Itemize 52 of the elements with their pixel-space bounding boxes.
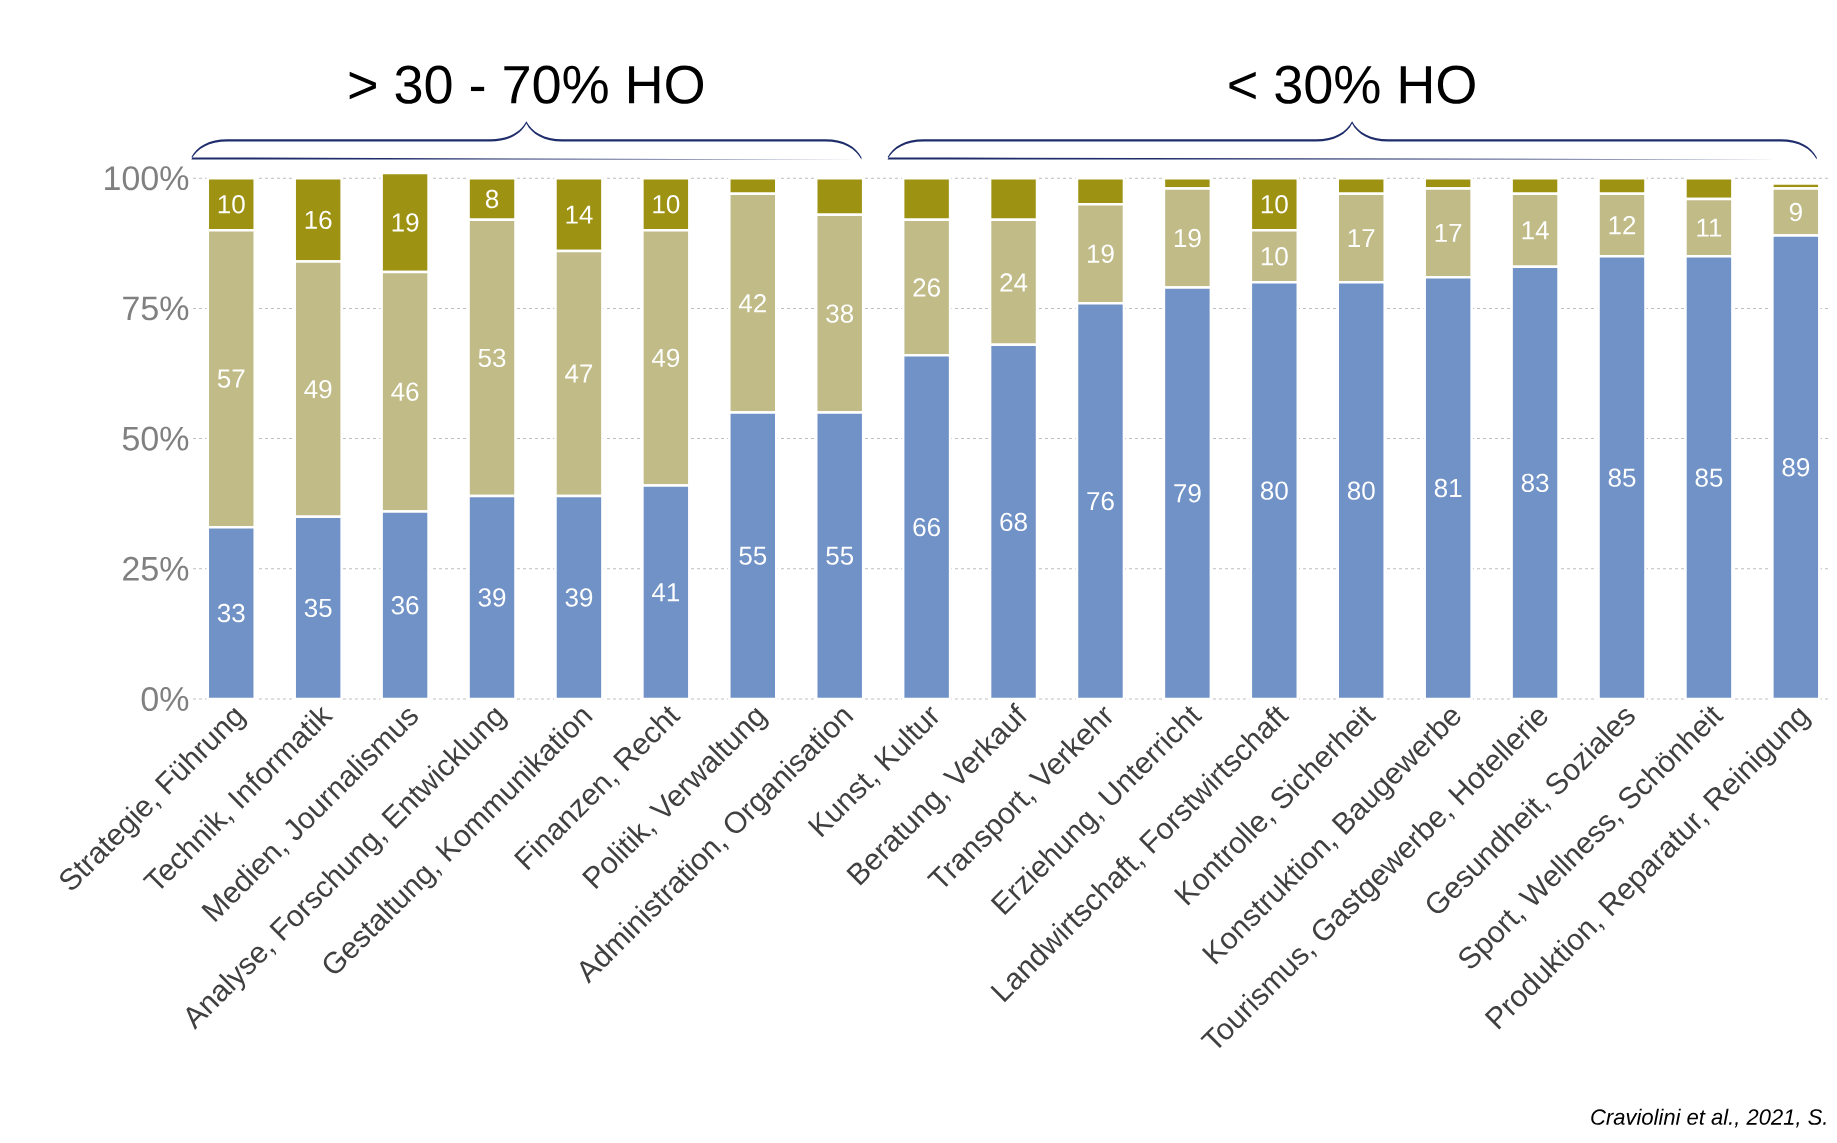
data-label: 9 bbox=[1789, 202, 1802, 222]
data-label: 10 bbox=[653, 195, 680, 214]
text: > 30 - 70% HO bbox=[349, 65, 704, 104]
data-label: 17 bbox=[1348, 229, 1375, 248]
data-label: 68 bbox=[1000, 512, 1027, 532]
data-label: 14 bbox=[1522, 221, 1549, 240]
data-label: 76 bbox=[1087, 491, 1114, 511]
data-label: 53 bbox=[478, 348, 506, 368]
data-label: 80 bbox=[1347, 481, 1375, 500]
y-tick-label: 50% bbox=[122, 426, 189, 451]
data-label: 38 bbox=[826, 304, 854, 323]
data-label: 55 bbox=[739, 546, 767, 565]
data-label: 19 bbox=[1174, 228, 1201, 248]
data-label: 16 bbox=[305, 210, 332, 230]
data-label: 81 bbox=[1434, 478, 1462, 498]
data-label: 11 bbox=[1697, 218, 1722, 237]
y-tick-label: 25% bbox=[123, 556, 189, 581]
data-label: 55 bbox=[826, 546, 854, 565]
data-label: 14 bbox=[566, 205, 593, 224]
data-label: 41 bbox=[652, 583, 680, 602]
data-label: 39 bbox=[478, 588, 506, 607]
data-label: 19 bbox=[1087, 244, 1114, 263]
data-label: 42 bbox=[738, 294, 766, 313]
data-label: 85 bbox=[1608, 468, 1636, 487]
data-label: 39 bbox=[565, 588, 593, 607]
text: < 30% HO bbox=[1229, 65, 1475, 104]
y-tick-label: 75% bbox=[123, 296, 189, 321]
data-label: 85 bbox=[1695, 468, 1723, 487]
data-label: 33 bbox=[217, 603, 245, 623]
data-label: 35 bbox=[304, 598, 332, 618]
data-label: 12 bbox=[1609, 215, 1636, 235]
data-label: 10 bbox=[1261, 195, 1288, 214]
data-label: 80 bbox=[1260, 481, 1288, 500]
data-label: 57 bbox=[217, 369, 245, 388]
data-label: 83 bbox=[1521, 473, 1549, 493]
data-label: 66 bbox=[913, 517, 940, 537]
data-label: 49 bbox=[652, 348, 680, 368]
data-label: 8 bbox=[485, 189, 499, 209]
y-tick-label: 100% bbox=[105, 166, 189, 191]
data-label: 89 bbox=[1782, 458, 1810, 477]
data-label: 49 bbox=[304, 379, 332, 399]
text: Craviolini et al., 2021, S. bbox=[1591, 1108, 1826, 1128]
data-label: 26 bbox=[913, 278, 940, 297]
data-label: 10 bbox=[218, 195, 245, 214]
data-label: 47 bbox=[565, 364, 593, 383]
data-label: 24 bbox=[1000, 273, 1028, 292]
data-label: 46 bbox=[391, 382, 419, 401]
data-label: 17 bbox=[1435, 223, 1462, 242]
data-label: 19 bbox=[392, 213, 419, 232]
data-label: 36 bbox=[391, 596, 419, 615]
data-label: 79 bbox=[1174, 484, 1201, 503]
data-label: 10 bbox=[1261, 247, 1288, 266]
